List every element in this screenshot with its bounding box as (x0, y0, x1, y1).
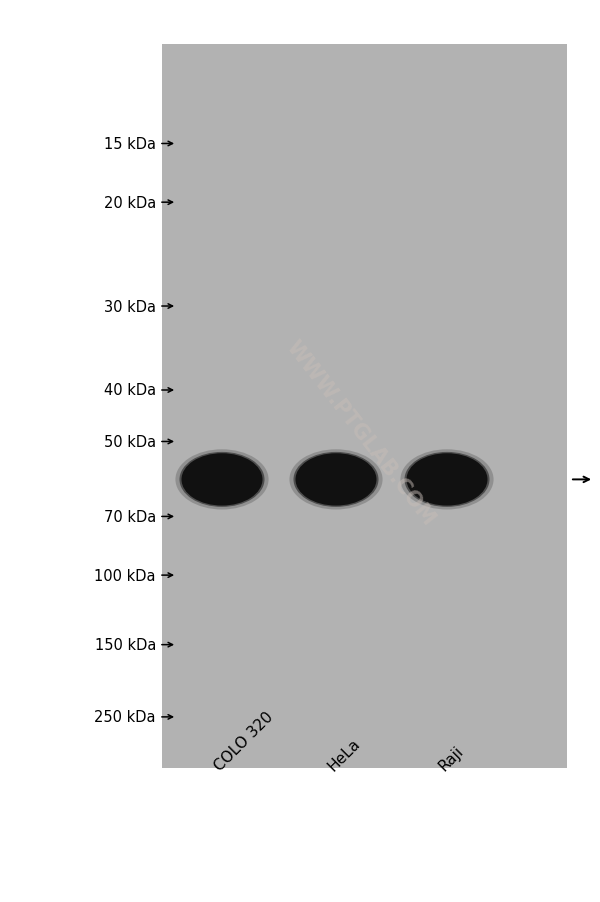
Text: COLO 320: COLO 320 (211, 708, 276, 773)
Ellipse shape (400, 450, 494, 510)
Text: 100 kDa: 100 kDa (95, 568, 156, 583)
Text: 150 kDa: 150 kDa (95, 638, 156, 652)
Ellipse shape (293, 453, 379, 507)
Text: 40 kDa: 40 kDa (104, 383, 156, 398)
Text: HeLa: HeLa (325, 735, 364, 773)
Ellipse shape (404, 453, 490, 507)
Text: 15 kDa: 15 kDa (104, 137, 156, 152)
Text: 50 kDa: 50 kDa (104, 435, 156, 449)
Ellipse shape (175, 450, 269, 510)
Text: WWW.PTGLAB.COM: WWW.PTGLAB.COM (282, 336, 438, 529)
Ellipse shape (289, 450, 383, 510)
Ellipse shape (296, 454, 377, 506)
Ellipse shape (407, 454, 487, 506)
Text: 70 kDa: 70 kDa (104, 510, 156, 524)
Text: 20 kDa: 20 kDa (104, 196, 156, 210)
Ellipse shape (179, 453, 265, 507)
Bar (162, 45, 567, 769)
Text: Raji: Raji (436, 742, 467, 773)
Text: 30 kDa: 30 kDa (104, 299, 156, 314)
Text: 250 kDa: 250 kDa (95, 710, 156, 724)
Ellipse shape (182, 454, 263, 506)
